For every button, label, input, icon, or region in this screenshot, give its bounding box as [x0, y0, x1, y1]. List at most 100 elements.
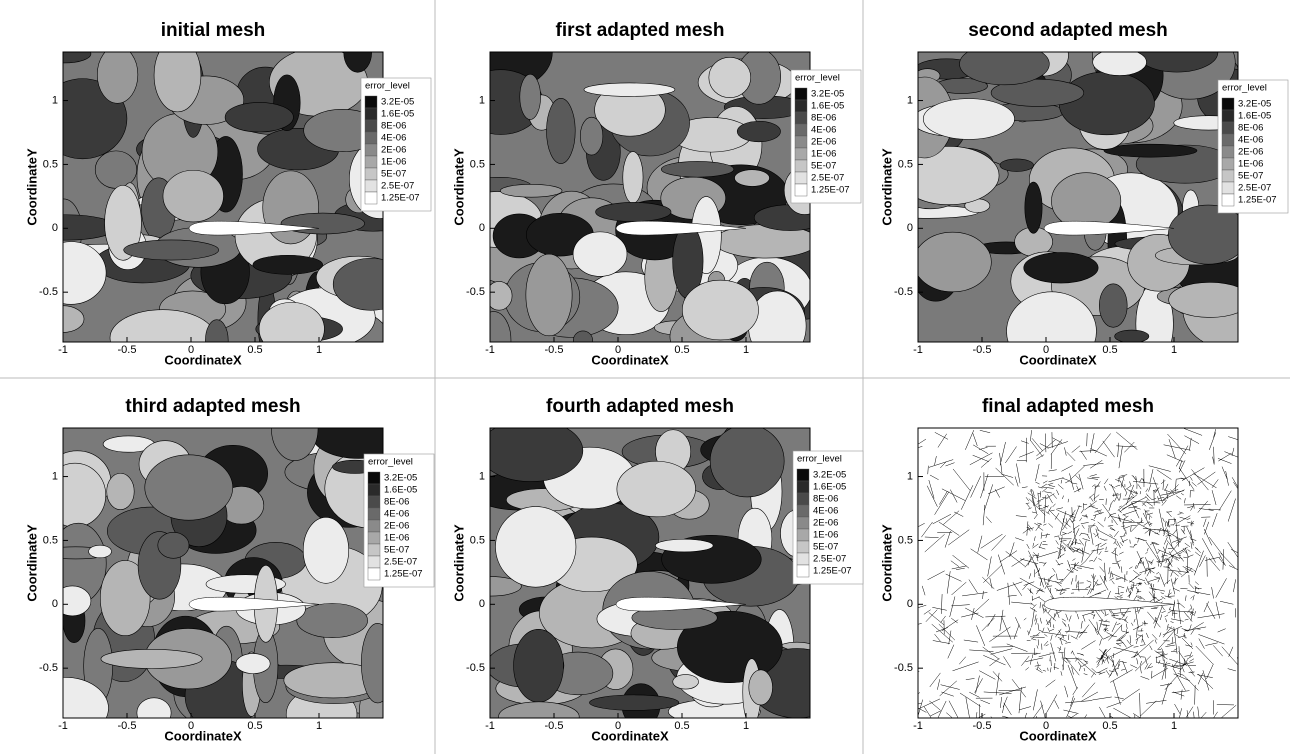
mesh-edge	[1156, 661, 1182, 670]
mesh-edge	[1157, 555, 1161, 562]
mesh-edge	[1011, 679, 1027, 698]
mesh-edge	[1025, 657, 1044, 662]
mesh-edge	[1139, 557, 1144, 560]
mesh-edge	[1102, 440, 1115, 458]
mesh-edge	[1120, 591, 1124, 594]
mesh-edge	[1227, 542, 1238, 558]
mesh-edge	[1199, 555, 1206, 568]
mesh-edge	[932, 640, 951, 644]
mesh-edge	[1072, 558, 1076, 561]
mesh-edge	[1179, 467, 1195, 490]
mesh-edge	[1050, 439, 1063, 455]
mesh-edge	[1050, 634, 1053, 641]
x-tick-label: 0.5	[674, 344, 689, 356]
x-tick-label: 1	[1171, 344, 1177, 356]
mesh-edge	[951, 604, 970, 607]
x-tick-label: -0.5	[973, 344, 992, 356]
mesh-edge	[1133, 570, 1140, 576]
mesh-edge	[1104, 613, 1109, 617]
mesh-edge	[1063, 622, 1067, 627]
mesh-edge	[1030, 489, 1038, 515]
contour-patch	[1092, 52, 1147, 76]
mesh-edge	[1139, 491, 1142, 495]
mesh-edge	[1091, 668, 1097, 674]
mesh-edge	[1076, 652, 1084, 655]
mesh-edge	[1147, 581, 1150, 585]
mesh-edge	[1046, 619, 1050, 625]
mesh-edge	[1119, 541, 1123, 546]
mesh-edge	[1020, 558, 1039, 565]
y-tick-label: 1	[907, 470, 913, 482]
mesh-edge	[1097, 667, 1108, 674]
mesh-edge	[1037, 661, 1039, 666]
mesh-edge	[1109, 528, 1115, 531]
mesh-edge	[1113, 647, 1138, 654]
mesh-edge	[1131, 501, 1140, 519]
mesh-edge	[990, 648, 1013, 655]
legend-swatch	[367, 519, 381, 533]
mesh-edge	[1082, 611, 1095, 616]
contour-patch	[88, 544, 112, 559]
mesh-edge	[1122, 641, 1127, 648]
mesh-edge	[1179, 708, 1182, 718]
mesh-edge	[1031, 609, 1035, 628]
mesh-edge	[1048, 477, 1064, 483]
airfoil	[1043, 220, 1175, 236]
mesh-edge	[1028, 628, 1032, 636]
mesh-edge	[1237, 592, 1238, 594]
mesh-edge	[923, 609, 931, 615]
mesh-edge	[945, 462, 955, 467]
legend-label: 5E-07	[381, 169, 406, 180]
mesh-edge	[1064, 631, 1088, 633]
mesh-edge	[1092, 696, 1112, 701]
mesh-edge	[1025, 667, 1029, 671]
mesh-edge	[1213, 429, 1216, 438]
mesh-edge	[1075, 657, 1079, 662]
mesh-edge	[1218, 490, 1232, 511]
mesh-edge	[1104, 550, 1109, 552]
contour-patch	[990, 78, 1085, 107]
mesh-edge	[1160, 592, 1164, 594]
mesh-edge	[1151, 541, 1158, 544]
mesh-edge	[946, 571, 951, 594]
mesh-edge	[1158, 528, 1161, 533]
x-axis-label: CoordinateX	[591, 728, 669, 743]
mesh-edge	[1043, 523, 1047, 526]
mesh-edge	[1173, 517, 1176, 523]
mesh-edge	[1086, 580, 1092, 583]
legend-label: 3.2E-05	[384, 473, 417, 484]
mesh-edge	[937, 679, 941, 690]
mesh-edge	[1043, 577, 1046, 585]
mesh-edge	[1113, 539, 1117, 545]
mesh-edge	[1083, 667, 1086, 672]
mesh-edge	[989, 577, 993, 589]
mesh-edge	[1157, 496, 1159, 501]
mesh-edge	[1098, 648, 1114, 663]
mesh-edge	[1177, 515, 1191, 524]
x-tick-label: -0.5	[118, 344, 137, 356]
mesh-edge	[1032, 542, 1035, 547]
mesh-edge	[1023, 581, 1035, 586]
mesh-edge	[1064, 685, 1069, 698]
mesh-edge	[1057, 610, 1063, 614]
legend-label: 3.2E-05	[811, 89, 844, 100]
mesh-edge	[1137, 484, 1142, 490]
airfoil	[1043, 596, 1175, 612]
mesh-edge	[1003, 702, 1012, 716]
x-tick-label: -1	[485, 720, 495, 732]
mesh-edge	[1114, 696, 1124, 700]
mesh-edge	[1032, 638, 1037, 641]
mesh-edge	[1038, 667, 1042, 671]
contour-patch	[302, 517, 349, 584]
legend-swatch	[794, 123, 808, 137]
x-tick-label: -1	[58, 720, 68, 732]
mesh-edge	[924, 536, 939, 538]
mesh-edge	[971, 608, 975, 620]
mesh-edge	[1194, 551, 1201, 557]
mesh-edge	[1123, 515, 1129, 520]
mesh-edge	[1007, 582, 1011, 605]
mesh-edge	[1130, 519, 1143, 532]
mesh-edge	[1047, 578, 1050, 582]
y-tick-label: 1	[907, 94, 913, 106]
mesh-edge	[1164, 595, 1172, 599]
